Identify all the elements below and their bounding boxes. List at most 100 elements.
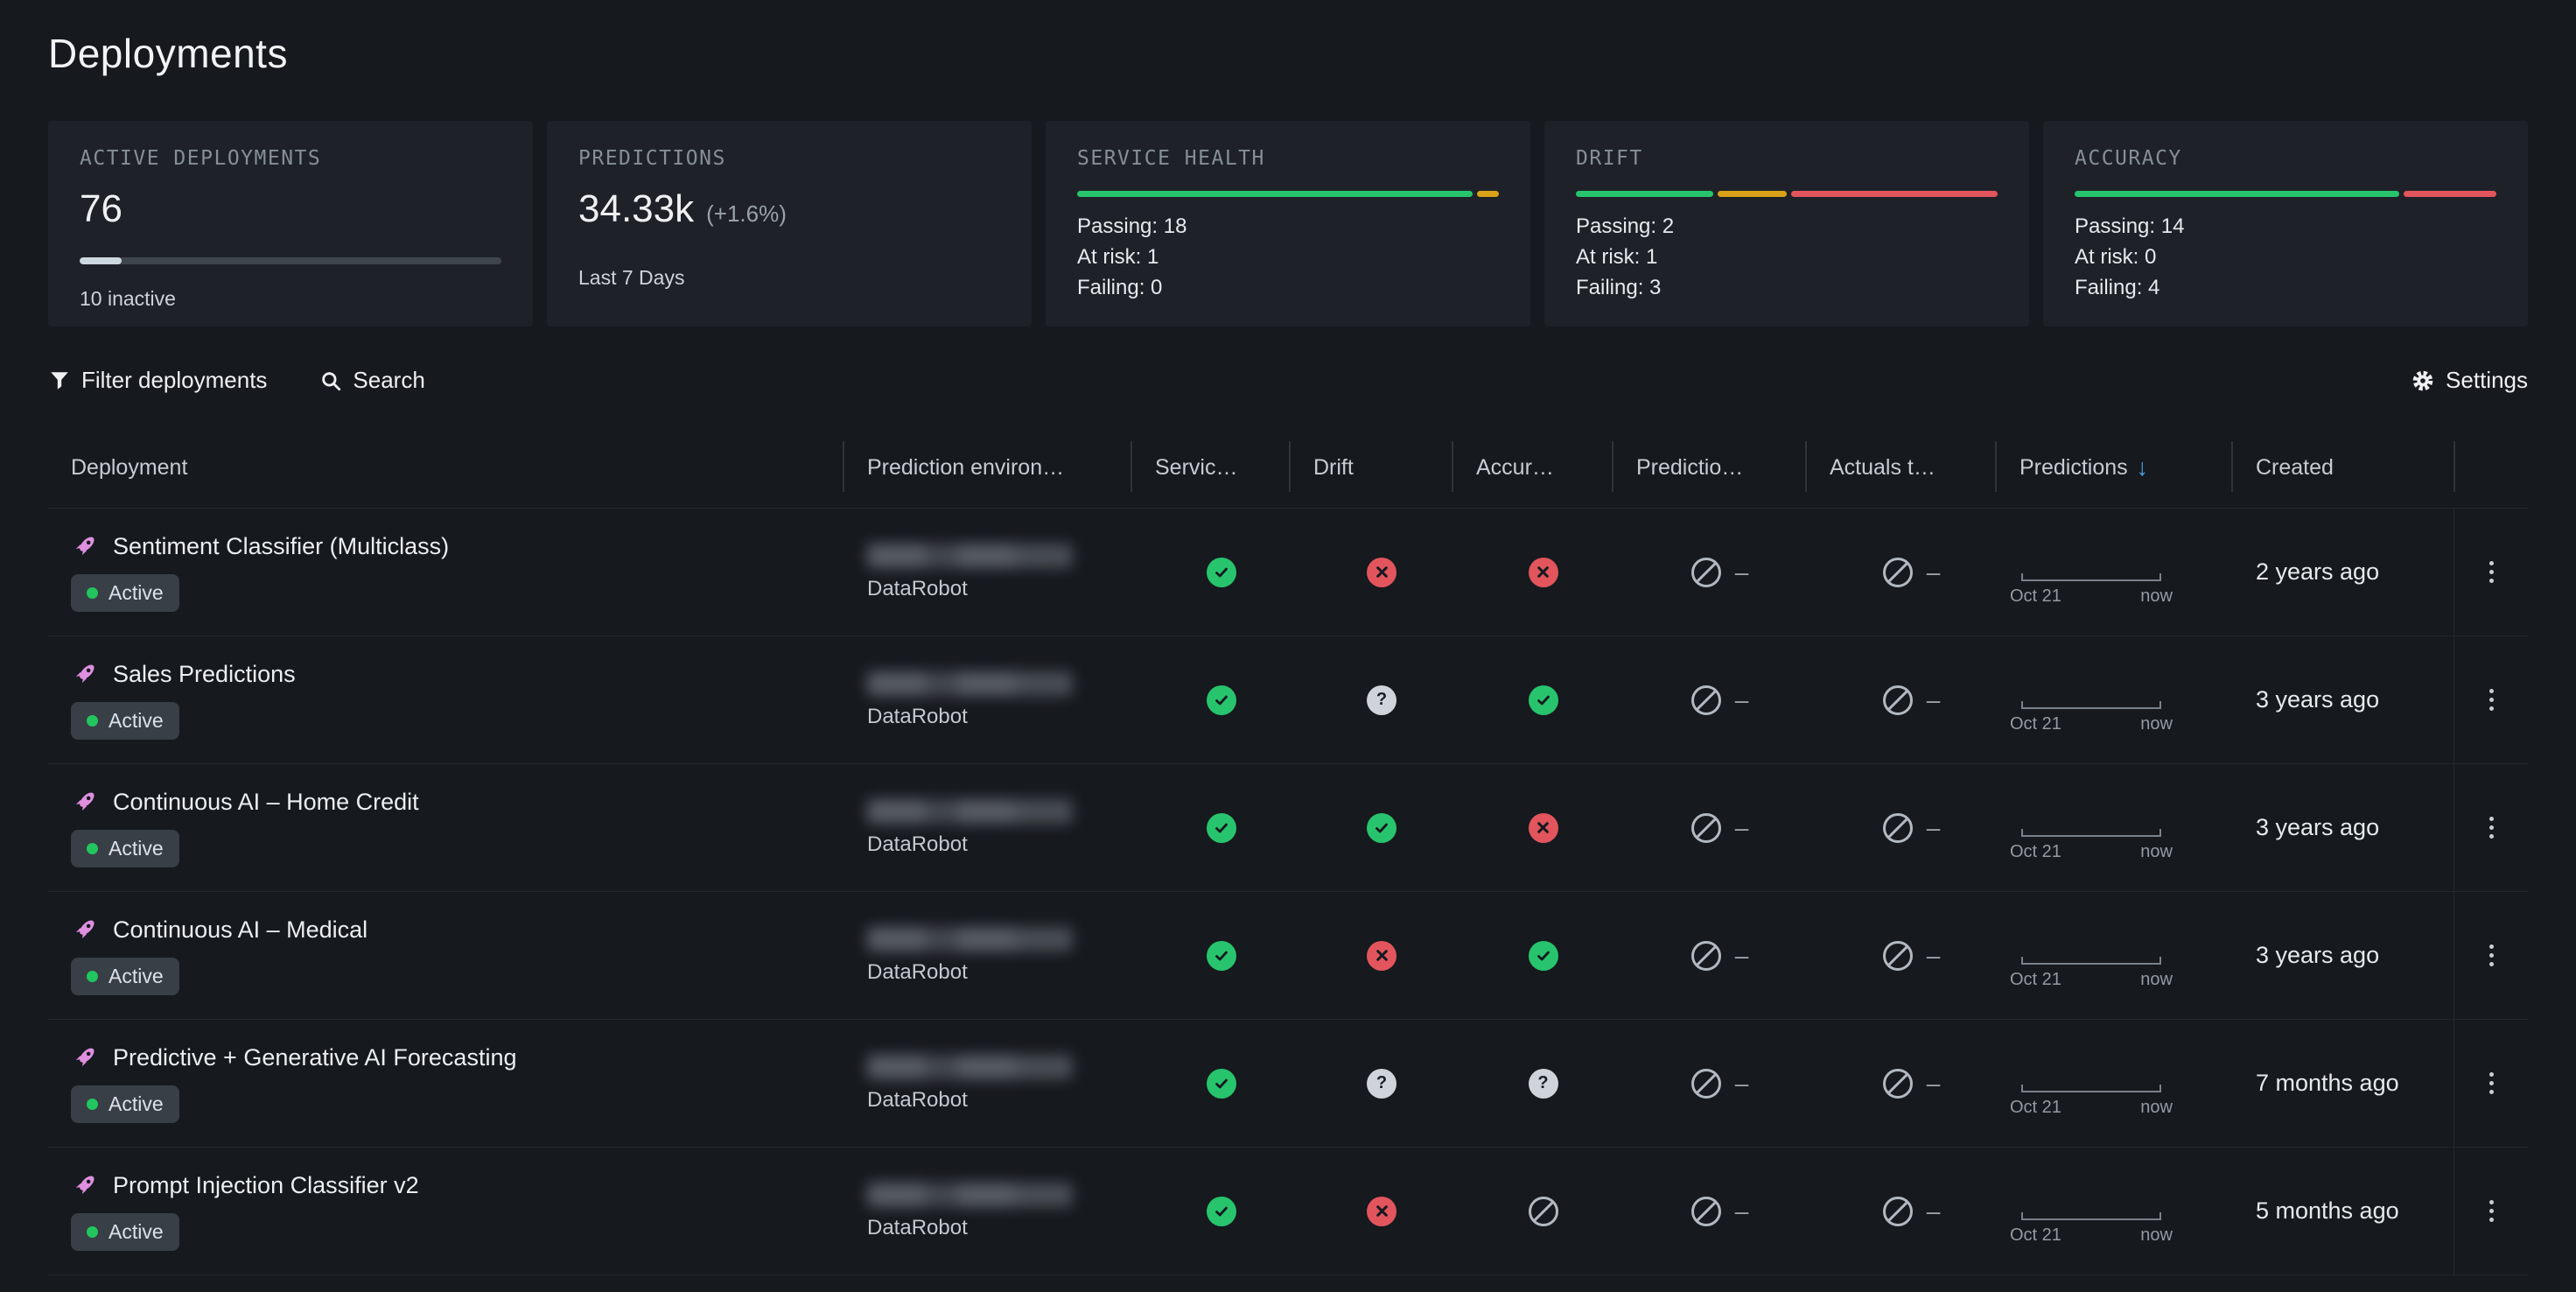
table-row[interactable]: Sentiment Classifier (Multiclass) Active… — [48, 508, 2528, 635]
deployment-name[interactable]: Continuous AI – Home Credit — [113, 789, 419, 816]
active-deployments-count: 76 — [80, 187, 501, 231]
kebab-menu-icon[interactable] — [2482, 937, 2501, 973]
table-row[interactable]: Continuous AI – Medical Active DataRobot… — [48, 891, 2528, 1019]
sparkline-axis — [2021, 957, 2161, 965]
search-button[interactable]: Search — [319, 367, 424, 394]
drift-cell: ? — [1289, 1020, 1452, 1147]
rocket-icon — [71, 788, 99, 816]
inactive-count: 10 inactive — [80, 287, 501, 311]
table-row[interactable]: Sales Predictions Active DataRobot ? – –… — [48, 635, 2528, 763]
accuracy-lines: Passing: 14 At risk: 0 Failing: 4 — [2075, 211, 2496, 303]
accuracy-cell — [1452, 636, 1612, 763]
column-header-prediction-environment[interactable]: Prediction environ… — [843, 427, 1130, 508]
active-status-badge: Active — [71, 1213, 179, 1251]
actions-cell — [2454, 636, 2529, 763]
prediction-environment-cell: DataRobot — [843, 764, 1130, 891]
rocket-icon — [71, 532, 99, 560]
no-value-dash: – — [1735, 816, 1749, 840]
prediction-timeliness-status-icon-disabled — [1691, 813, 1721, 843]
kebab-menu-icon[interactable] — [2482, 682, 2501, 718]
kebab-menu-icon[interactable] — [2482, 1193, 2501, 1229]
accuracy-cell: ? — [1452, 1020, 1612, 1147]
no-value-dash: – — [1735, 944, 1749, 968]
passing-line: Passing: 14 — [2075, 211, 2496, 242]
axis-end-label: now — [2140, 586, 2173, 607]
column-header-accuracy[interactable]: Accur… — [1452, 427, 1612, 508]
deployment-cell: Continuous AI – Medical Active — [48, 892, 843, 1019]
prediction-timeliness-status-icon-disabled — [1691, 558, 1721, 587]
active-status-badge: Active — [71, 830, 179, 867]
sparkline-axis — [2021, 1212, 2161, 1220]
settings-button[interactable]: Settings — [2411, 367, 2528, 394]
service-health-bar — [1077, 191, 1499, 197]
actuals-timeliness-status-icon-disabled — [1883, 558, 1913, 587]
page-title: Deployments — [48, 0, 2528, 77]
drift-cell — [1289, 764, 1452, 891]
column-header-prediction-timeliness[interactable]: Predictio… — [1612, 427, 1805, 508]
table-row[interactable]: Continuous AI – Home Credit Active DataR… — [48, 763, 2528, 891]
environment-provider: DataRobot — [867, 960, 1130, 985]
settings-label: Settings — [2446, 367, 2528, 394]
environment-provider: DataRobot — [867, 705, 1130, 729]
actuals-timeliness-status-icon-disabled — [1883, 685, 1913, 715]
column-header-deployment[interactable]: Deployment — [48, 427, 843, 508]
table-body: Sentiment Classifier (Multiclass) Active… — [48, 508, 2528, 1274]
accuracy-status-icon-failing — [1529, 813, 1558, 843]
column-header-drift[interactable]: Drift — [1289, 427, 1452, 508]
card-label: DRIFT — [1576, 147, 1998, 170]
predictions-cell: Oct 21 now — [1995, 892, 2231, 1019]
table-row[interactable]: Prompt Injection Classifier v2 Active Da… — [48, 1147, 2528, 1274]
sparkline-axis — [2021, 701, 2161, 709]
deployment-name[interactable]: Sentiment Classifier (Multiclass) — [113, 533, 449, 560]
deployment-name[interactable]: Predictive + Generative AI Forecasting — [113, 1044, 516, 1071]
active-dot-icon — [87, 1226, 98, 1238]
passing-line: Passing: 18 — [1077, 211, 1499, 242]
predictions-sparkline — [2021, 794, 2161, 829]
deployment-name[interactable]: Continuous AI – Medical — [113, 916, 368, 944]
kebab-menu-icon[interactable] — [2482, 554, 2501, 590]
active-status-label: Active — [108, 965, 164, 988]
table-row[interactable]: Predictive + Generative AI Forecasting A… — [48, 1019, 2528, 1147]
drift-status-icon-failing — [1367, 941, 1396, 971]
drift-bar — [1576, 191, 1998, 197]
card-label: ACCURACY — [2075, 147, 2496, 170]
kebab-menu-icon[interactable] — [2482, 810, 2501, 846]
no-value-dash: – — [1927, 816, 1941, 840]
table-toolbar: Filter deployments Search Settings — [48, 367, 2528, 394]
rocket-icon — [71, 1171, 99, 1199]
deployment-name[interactable]: Sales Predictions — [113, 661, 296, 688]
created-value: 3 years ago — [2256, 686, 2454, 713]
active-dot-icon — [87, 1099, 98, 1110]
funnel-icon — [48, 369, 71, 392]
summary-cards: ACTIVE DEPLOYMENTS 76 10 inactive PREDIC… — [48, 121, 2528, 327]
active-status-badge: Active — [71, 958, 179, 995]
kebab-menu-icon[interactable] — [2482, 1065, 2501, 1101]
sparkline-axis — [2021, 573, 2161, 581]
search-icon — [319, 369, 342, 392]
predictions-delta: (+1.6%) — [706, 200, 787, 228]
card-label: ACTIVE DEPLOYMENTS — [80, 147, 501, 170]
no-value-dash: – — [1927, 944, 1941, 968]
accuracy-status-icon-failing — [1529, 558, 1558, 587]
filter-deployments-button[interactable]: Filter deployments — [48, 367, 267, 394]
card-predictions: PREDICTIONS 34.33k (+1.6%) Last 7 Days — [547, 121, 1032, 327]
drift-status-icon-passing — [1367, 813, 1396, 843]
environment-url-blurred — [867, 671, 1073, 696]
drift-status-icon-failing — [1367, 1197, 1396, 1226]
drift-cell — [1289, 892, 1452, 1019]
column-header-predictions[interactable]: Predictions ↓ — [1995, 427, 2231, 508]
environment-provider: DataRobot — [867, 1216, 1130, 1240]
prediction-timeliness-status-icon-disabled — [1691, 1197, 1721, 1226]
service-health-cell — [1130, 1148, 1289, 1274]
column-header-actuals-timeliness[interactable]: Actuals t… — [1805, 427, 1995, 508]
axis-end-label: now — [2140, 1225, 2173, 1246]
predictions-sparkline — [2021, 1177, 2161, 1212]
created-value: 2 years ago — [2256, 558, 2454, 586]
axis-end-label: now — [2140, 842, 2173, 862]
column-header-created[interactable]: Created — [2231, 427, 2454, 508]
accuracy-status-icon-disabled — [1529, 1197, 1558, 1226]
deployment-name[interactable]: Prompt Injection Classifier v2 — [113, 1172, 419, 1199]
column-header-service-health[interactable]: Servic… — [1130, 427, 1289, 508]
created-cell: 2 years ago — [2231, 509, 2454, 635]
accuracy-cell — [1452, 764, 1612, 891]
